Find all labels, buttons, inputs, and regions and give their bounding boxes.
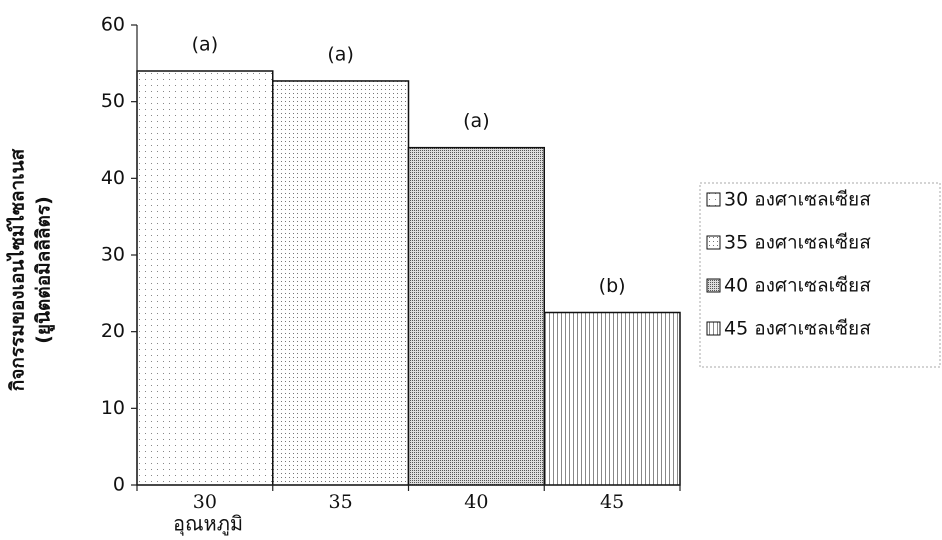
legend-label: 30 องศาเซลเซียส — [724, 189, 871, 211]
legend-swatch — [707, 236, 720, 249]
y-tick-label: 30 — [101, 244, 125, 266]
y-axis-label: กิจกรรมของเอนไซม์ไซลาเนส — [6, 148, 29, 391]
bar — [137, 71, 273, 485]
legend-label: 40 องศาเซลเซียส — [724, 275, 871, 297]
data-label: (a) — [327, 43, 353, 65]
y-tick-label: 50 — [101, 90, 125, 112]
y-tick-label: 60 — [101, 14, 125, 36]
data-label: (a) — [192, 34, 218, 56]
bar — [409, 148, 545, 485]
data-label: (a) — [463, 110, 489, 132]
x-tick-label: 45 — [600, 491, 624, 513]
y-tick-label: 40 — [101, 167, 125, 189]
bar — [544, 313, 680, 486]
y-tick-label: 0 — [113, 474, 125, 496]
legend-swatch — [707, 322, 720, 335]
chart: อุณหภูมิ กิจกรรมของเอนไซม์ไซลาเนส (ยูนิต… — [0, 0, 942, 540]
bar — [273, 81, 409, 485]
data-label: (b) — [599, 275, 626, 297]
x-tick-label: 35 — [329, 491, 353, 513]
x-axis-label: อุณหภูมิ — [173, 512, 243, 537]
y-axis-label: (ยูนิตต่อมิลลิลิตร) — [33, 196, 56, 344]
legend-swatch — [707, 193, 720, 206]
legend-label: 45 องศาเซลเซียส — [724, 318, 871, 340]
y-tick-label: 10 — [101, 397, 125, 419]
x-tick-label: 30 — [193, 491, 217, 513]
x-tick-label: 40 — [464, 491, 488, 513]
y-tick-label: 20 — [101, 320, 125, 342]
legend-swatch — [707, 279, 720, 292]
legend-label: 35 องศาเซลเซียส — [724, 232, 871, 254]
